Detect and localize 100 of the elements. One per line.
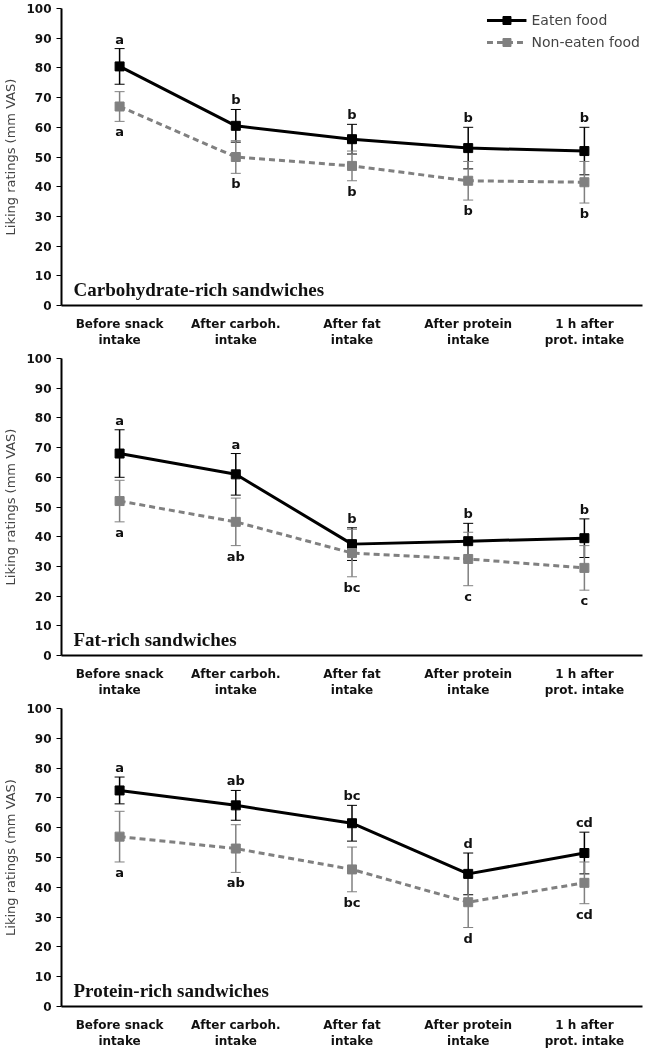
y-tick-label: 40	[34, 530, 52, 545]
annotation: b	[579, 501, 590, 517]
y-tick-label: 20	[34, 940, 52, 955]
y-axis-title: Liking ratings (mm VAS)	[3, 428, 19, 586]
x-tick-label: After fat intake	[323, 1017, 382, 1049]
y-tick-label: 10	[34, 269, 52, 284]
y-tick-label: 70	[34, 441, 52, 456]
y-tick-label: 10	[34, 970, 52, 985]
annotation: a	[115, 124, 124, 140]
x-tick-label: After carboh. intake	[191, 1017, 281, 1049]
point	[230, 516, 241, 527]
annotation: c	[464, 588, 473, 604]
x-tick-label: Before snack intake	[75, 1017, 165, 1049]
point	[463, 897, 474, 908]
annotation: cd	[575, 815, 593, 831]
point	[230, 843, 241, 854]
y-tick-label: 90	[34, 31, 52, 46]
point	[463, 175, 474, 186]
y-tick-label: 0	[43, 299, 52, 313]
y-tick-label: 40	[34, 180, 52, 195]
point	[463, 143, 474, 154]
y-tick-label: 100	[26, 702, 52, 716]
text: Protein-rich sandwiches	[73, 979, 269, 1001]
x-tick-label: After carboh. intake	[191, 666, 281, 698]
y-tick-label: 40	[34, 880, 52, 895]
y-tick-label: 30	[34, 559, 52, 574]
annotation: b	[347, 510, 357, 526]
point	[230, 120, 241, 131]
annotation: a	[231, 436, 241, 452]
annotation: b	[579, 206, 590, 222]
annotation: a	[115, 760, 124, 776]
point	[230, 800, 241, 811]
annotation: b	[579, 110, 590, 126]
point	[114, 61, 125, 72]
y-tick-label: 70	[34, 91, 52, 106]
point	[114, 496, 125, 507]
y-tick-label: 80	[34, 61, 52, 76]
annotation: a	[115, 864, 124, 880]
x-tick-label: After carboh. intake	[191, 316, 281, 348]
annotation: b	[347, 183, 357, 199]
annotation: b	[231, 92, 241, 108]
point	[114, 101, 125, 112]
legend-label: Eaten food	[531, 12, 608, 28]
annotation: a	[115, 412, 124, 428]
x-tick-label: After fat intake	[323, 316, 382, 348]
y-tick-label: 80	[34, 411, 52, 426]
y-tick-label: 80	[34, 761, 52, 776]
point	[347, 864, 357, 875]
y-tick-label: 70	[34, 791, 52, 806]
y-axis-title: Liking ratings (mm VAS)	[3, 78, 19, 236]
x-tick-label: Before snack intake	[75, 316, 165, 348]
annotation: b	[231, 176, 241, 192]
point	[463, 536, 474, 547]
annotation: a	[115, 524, 124, 540]
annotation: ab	[226, 773, 245, 789]
point	[230, 152, 241, 162]
y-tick-label: 50	[34, 150, 52, 165]
annotation: ab	[226, 548, 245, 564]
point	[579, 877, 590, 888]
annotation: b	[463, 203, 473, 219]
x-tick-label: 1 h after prot. intake	[544, 1017, 625, 1049]
y-tick-label: 30	[34, 910, 52, 925]
y-tick-label: 60	[34, 470, 52, 485]
point	[579, 146, 590, 157]
text: Fat-rich sandwiches	[73, 628, 237, 650]
point	[230, 469, 241, 480]
x-tick-label: 1 h after prot. intake	[544, 316, 625, 348]
annotation: bc	[343, 788, 361, 804]
point	[463, 868, 474, 879]
point	[347, 160, 357, 171]
point	[347, 134, 357, 145]
point	[347, 539, 357, 550]
text: Carbohydrate-rich sandwiches	[73, 278, 325, 300]
point	[579, 562, 590, 573]
annotation: cd	[575, 906, 593, 922]
y-tick-label: 30	[34, 209, 52, 224]
annotation: b	[463, 506, 473, 522]
annotation: bc	[343, 894, 361, 910]
x-tick-label: After protein intake	[424, 666, 513, 698]
y-tick-label: 50	[34, 500, 52, 515]
y-tick-label: 100	[26, 2, 52, 16]
legend-label: Non-eaten food	[531, 34, 640, 50]
y-tick-label: 20	[34, 239, 52, 254]
x-tick-label: Before snack intake	[75, 666, 165, 698]
y-tick-label: 90	[34, 731, 52, 746]
point	[579, 848, 590, 859]
x-tick-label: After fat intake	[323, 666, 382, 698]
y-tick-label: 60	[34, 120, 52, 135]
point	[347, 548, 357, 559]
annotation: bc	[343, 579, 361, 595]
x-tick-label: 1 h after prot. intake	[544, 666, 625, 698]
annotation: d	[463, 836, 473, 852]
point	[579, 533, 590, 544]
y-tick-label: 60	[34, 821, 52, 836]
y-tick-label: 10	[34, 619, 52, 634]
annotation: b	[347, 107, 357, 123]
annotation: c	[580, 593, 589, 609]
point	[114, 831, 125, 842]
y-tick-label: 0	[43, 1000, 52, 1014]
point	[463, 553, 474, 564]
